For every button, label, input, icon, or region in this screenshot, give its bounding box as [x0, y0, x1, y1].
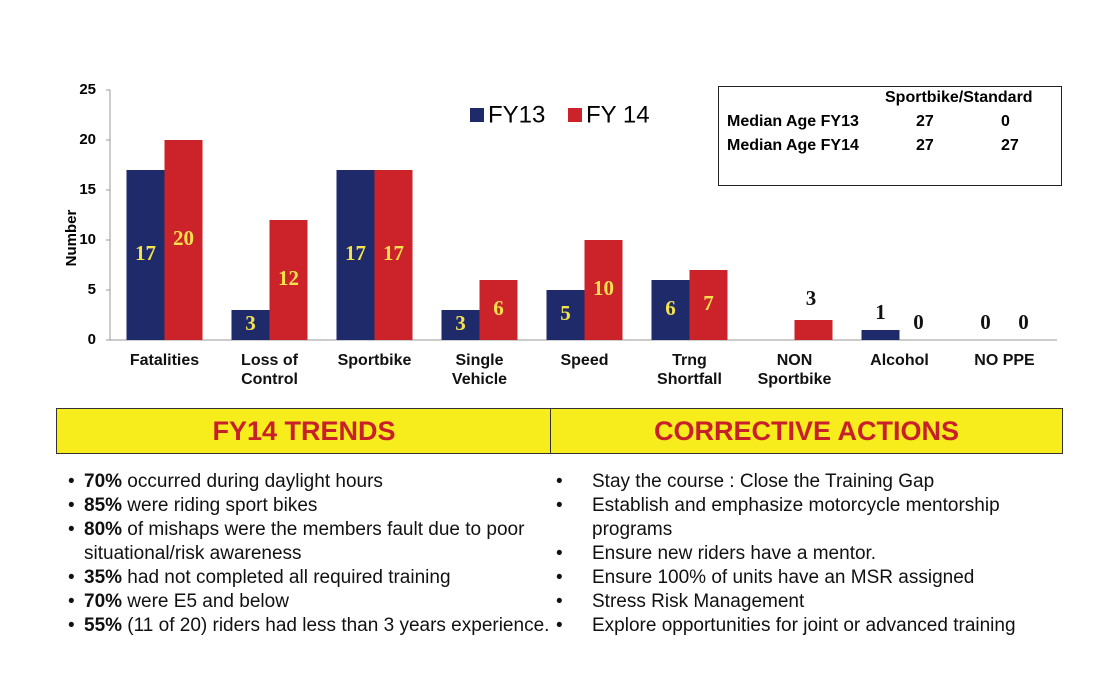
value-label: 0 — [913, 310, 924, 334]
bar — [126, 170, 165, 340]
actions-title: CORRECTIVE ACTIONS — [550, 408, 1063, 454]
y-tick-label: 15 — [79, 181, 96, 198]
legend-label: FY13 — [488, 101, 545, 128]
trend-item: 80% of mishaps were the members fault du… — [66, 518, 556, 566]
value-label: 6 — [493, 296, 504, 320]
value-label: 0 — [980, 310, 991, 334]
bar — [441, 310, 480, 340]
inset-row-label: Median Age FY14 — [727, 137, 859, 154]
bar — [546, 290, 585, 340]
y-tick-label: 25 — [79, 81, 96, 98]
x-tick-label: Fatalities — [129, 352, 200, 369]
value-label: 7 — [703, 291, 714, 315]
trend-text: had not completed all required training — [122, 567, 451, 588]
trend-bold: 35% — [84, 567, 123, 588]
x-tick-label: Sportbike — [337, 352, 412, 369]
value-label: 5 — [560, 301, 571, 325]
action-item: Establish and emphasize motorcycle mento… — [556, 494, 1066, 542]
y-tick-label: 5 — [88, 281, 96, 298]
action-item: Explore opportunities for joint or advan… — [556, 614, 1066, 638]
action-item: Ensure 100% of units have an MSR assigne… — [556, 566, 1066, 590]
inset-cell: 27 — [916, 113, 934, 130]
trend-item: 70% occurred during daylight hours — [66, 470, 556, 494]
y-tick-label: 20 — [79, 131, 96, 148]
trend-bold: 85% — [84, 495, 123, 516]
trends-list: 70% occurred during daylight hours85% we… — [66, 470, 556, 638]
trend-bold: 80% — [84, 519, 123, 540]
bar — [794, 320, 833, 340]
trends-title: FY14 TRENDS — [56, 408, 552, 454]
trend-item: 70% were E5 and below — [66, 590, 556, 614]
trend-text: were riding sport bikes — [122, 495, 318, 516]
bar — [336, 170, 375, 340]
bar — [651, 280, 690, 340]
value-label: 12 — [278, 266, 299, 290]
value-label: 10 — [593, 276, 614, 300]
x-tick-label: Loss of Control — [241, 352, 298, 388]
inset-cell: 27 — [916, 137, 934, 154]
bar — [374, 170, 413, 340]
trend-item: 85% were riding sport bikes — [66, 494, 556, 518]
bar — [269, 220, 308, 340]
x-tick-label: Alcohol — [870, 352, 929, 369]
bar — [164, 140, 203, 340]
inset-cell: 0 — [1001, 113, 1010, 130]
bar — [584, 240, 623, 340]
inset-table: Sportbike/Standard Median Age FY13 27 0 Med… — [718, 86, 1062, 186]
value-label: 17 — [345, 241, 366, 265]
trend-item: 35% had not completed all required train… — [66, 566, 556, 590]
x-tick-label: Trng Shortfall — [657, 352, 722, 388]
value-label: 17 — [135, 241, 156, 265]
x-tick-label: NO PPE — [974, 352, 1035, 369]
trend-bold: 70% — [84, 471, 123, 492]
value-label: 17 — [383, 241, 404, 265]
inset-cell: 27 — [1001, 137, 1019, 154]
trend-text: occurred during daylight hours — [122, 471, 383, 492]
inset-header: Sportbike/Standard — [885, 89, 1033, 106]
x-tick-label: Speed — [560, 352, 609, 369]
action-item: Ensure new riders have a mentor. — [556, 542, 1066, 566]
actions-list: Stay the course : Close the Training Gap… — [556, 470, 1066, 638]
value-label: 20 — [173, 226, 194, 250]
value-label: 6 — [665, 296, 676, 320]
trend-bold: 70% — [84, 591, 123, 612]
y-tick-label: 10 — [79, 231, 96, 248]
value-label: 3 — [245, 311, 256, 335]
legend-swatch — [470, 108, 484, 122]
bar — [231, 310, 270, 340]
trend-text: (11 of 20) riders had less than 3 years … — [122, 615, 550, 636]
trend-text: were E5 and below — [122, 591, 289, 612]
action-item: Stay the course : Close the Training Gap — [556, 470, 1066, 494]
y-tick-label: 0 — [88, 331, 96, 348]
annotation: 3 — [806, 286, 817, 310]
x-tick-label: Single Vehicle — [451, 352, 508, 388]
inset-row-label: Median Age FY13 — [727, 113, 859, 130]
value-label: 3 — [455, 311, 466, 335]
x-tick-label: NON Sportbike — [757, 352, 832, 388]
value-label: 0 — [1018, 310, 1029, 334]
bar — [689, 270, 728, 340]
legend-label: FY 14 — [586, 101, 650, 128]
bar — [479, 280, 518, 340]
y-axis-label: Number — [63, 210, 80, 267]
legend-swatch — [568, 108, 582, 122]
bar — [861, 330, 900, 340]
trend-bold: 55% — [84, 615, 123, 636]
value-label: 1 — [875, 300, 886, 324]
trend-item: 55% (11 of 20) riders had less than 3 ye… — [66, 614, 556, 638]
trend-text: of mishaps were the members fault due to… — [84, 519, 525, 564]
action-item: Stress Risk Management — [556, 590, 1066, 614]
